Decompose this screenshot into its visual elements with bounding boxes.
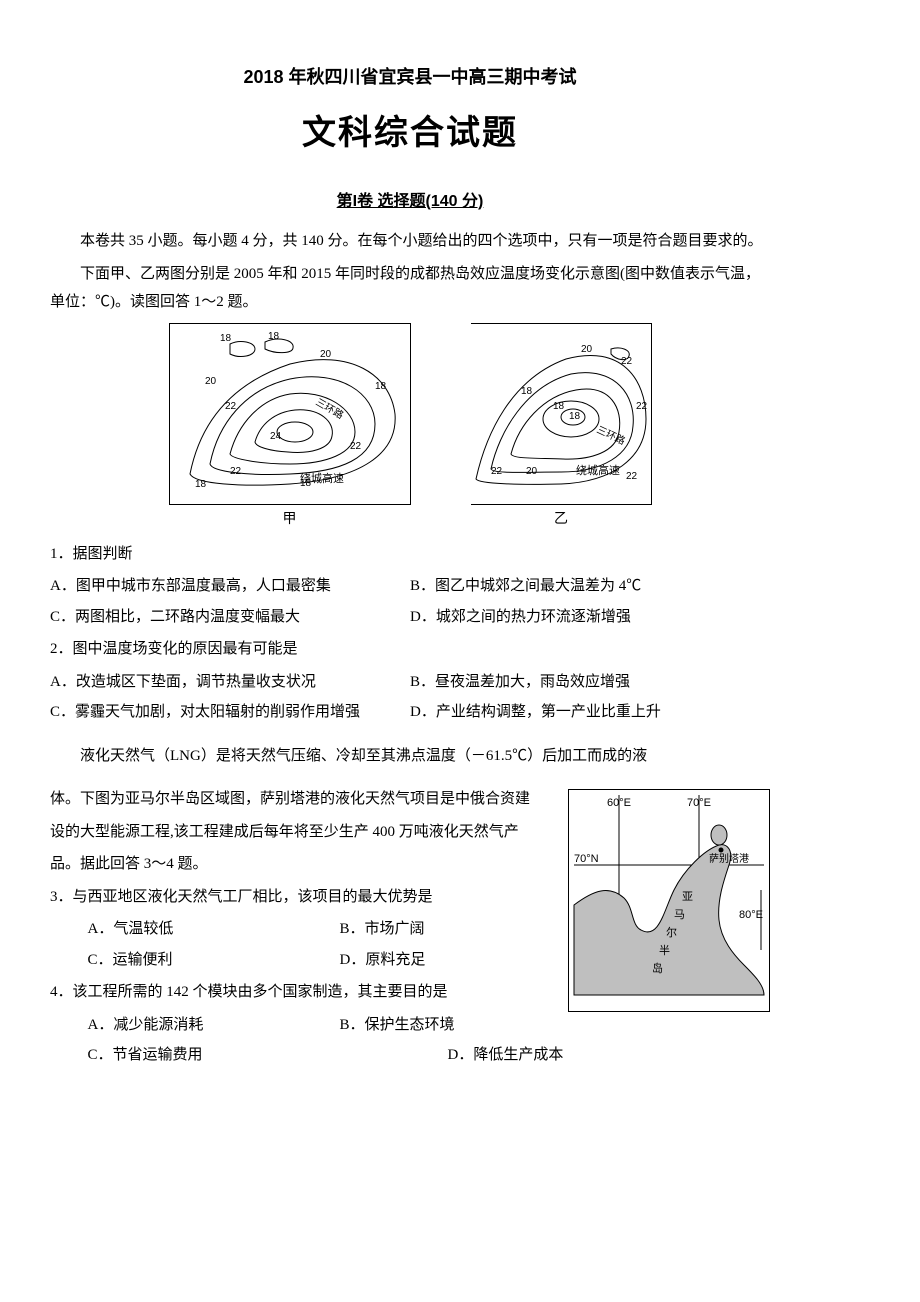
svg-text:22: 22	[225, 401, 237, 412]
svg-text:22: 22	[621, 356, 633, 367]
q4-opt-a: A．减少能源消耗	[50, 1011, 302, 1040]
svg-text:70°N: 70°N	[574, 853, 599, 865]
q2-row-cd: C．雾霾天气加剧，对太阳辐射的削弱作用增强 D．产业结构调整，第一产业比重上升	[50, 698, 770, 727]
figure-b: 2022 1818 18 22 2220 22 三环路 绕城高速 乙	[471, 323, 652, 534]
svg-text:20: 20	[526, 466, 538, 477]
svg-text:80°E: 80°E	[739, 909, 763, 921]
svg-text:70°E: 70°E	[687, 797, 711, 809]
svg-text:18: 18	[521, 386, 533, 397]
q1-stem: 1．据图判断	[50, 540, 770, 569]
figure-row-1: 1818 2020 18 2222 24 2218 18 三环路 绕城高速 甲	[50, 323, 770, 534]
map-figure: 60°E 70°E 80°E 70°N 萨别塔港 亚 马 尔 半 岛	[568, 789, 770, 1012]
q3-row-ab: A．气温较低 B．市场广阔	[50, 915, 554, 944]
section-heading: 第I卷 选择题(140 分)	[50, 187, 770, 217]
svg-text:萨别塔港: 萨别塔港	[709, 852, 749, 865]
figure-a-box: 1818 2020 18 2222 24 2218 18 三环路 绕城高速	[169, 323, 411, 506]
q1-row-ab: A．图甲中城市东部温度最高，人口最密集 B．图乙中城郊之间最大温差为 4℃	[50, 572, 770, 601]
svg-text:22: 22	[626, 471, 638, 482]
yamal-map-icon: 60°E 70°E 80°E 70°N 萨别塔港 亚 马 尔 半 岛	[569, 790, 769, 1000]
q4-opt-d: D．降低生产成本	[410, 1041, 770, 1070]
q3-opt-b: B．市场广阔	[302, 915, 554, 944]
contour-map-b-icon: 2022 1818 18 22 2220 22 三环路 绕城高速	[471, 324, 651, 494]
q2-opt-d: D．产业结构调整，第一产业比重上升	[410, 698, 770, 727]
svg-text:18: 18	[268, 331, 280, 342]
svg-text:马: 马	[674, 908, 685, 921]
svg-text:20: 20	[320, 349, 332, 360]
svg-text:尔: 尔	[666, 926, 677, 939]
q1-row-cd: C．两图相比，二环路内温度变幅最大 D．城郊之间的热力环流逐渐增强	[50, 603, 770, 632]
svg-text:亚: 亚	[682, 891, 693, 903]
figure-b-caption: 乙	[471, 507, 652, 534]
passage-2-lead: 液化天然气（LNG）是将天然气压缩、冷却至其沸点温度（－61.5℃）后加工而成的…	[50, 742, 770, 771]
q2-opt-c: C．雾霾天气加剧，对太阳辐射的削弱作用增强	[50, 698, 410, 727]
svg-text:24: 24	[270, 431, 282, 442]
q3-opt-c: C．运输便利	[50, 946, 302, 975]
q1-opt-c: C．两图相比，二环路内温度变幅最大	[50, 603, 410, 632]
svg-text:18: 18	[553, 401, 565, 412]
svg-text:22: 22	[491, 466, 503, 477]
svg-text:绕城高速: 绕城高速	[576, 463, 620, 477]
q4-opt-c: C．节省运输费用	[50, 1041, 410, 1070]
figure-a: 1818 2020 18 2222 24 2218 18 三环路 绕城高速 甲	[169, 323, 411, 534]
q3-opt-a: A．气温较低	[50, 915, 302, 944]
svg-text:半: 半	[659, 943, 670, 957]
svg-text:岛: 岛	[652, 961, 663, 975]
q4-opt-b: B．保护生态环境	[302, 1011, 554, 1040]
q1-opt-d: D．城郊之间的热力环流逐渐增强	[410, 603, 770, 632]
q4-row-ab: A．减少能源消耗 B．保护生态环境	[50, 1011, 554, 1040]
svg-text:20: 20	[205, 376, 217, 387]
subtitle: 2018 年秋四川省宜宾县一中高三期中考试	[50, 60, 770, 94]
figure-b-box: 2022 1818 18 22 2220 22 三环路 绕城高速	[471, 323, 652, 506]
svg-text:60°E: 60°E	[607, 797, 631, 809]
svg-text:22: 22	[636, 401, 648, 412]
svg-text:22: 22	[230, 466, 242, 477]
q2-opt-b: B．昼夜温差加大，雨岛效应增强	[410, 668, 770, 697]
svg-text:18: 18	[220, 333, 232, 344]
contour-map-a-icon: 1818 2020 18 2222 24 2218 18 三环路 绕城高速	[170, 324, 410, 494]
q3-row-cd: C．运输便利 D．原料充足	[50, 946, 554, 975]
figure-a-caption: 甲	[169, 507, 411, 534]
svg-text:18: 18	[195, 479, 207, 490]
q3-opt-d: D．原料充足	[302, 946, 554, 975]
passage-2-block: 60°E 70°E 80°E 70°N 萨别塔港 亚 马 尔 半 岛 体。下图为…	[50, 785, 770, 1072]
page-title: 文科综合试题	[50, 102, 770, 167]
q1-opt-a: A．图甲中城市东部温度最高，人口最密集	[50, 572, 410, 601]
q4-row-cd: C．节省运输费用 D．降低生产成本	[50, 1041, 770, 1070]
svg-text:绕城高速: 绕城高速	[300, 471, 344, 485]
q2-opt-a: A．改造城区下垫面，调节热量收支状况	[50, 668, 410, 697]
q1-opt-b: B．图乙中城郊之间最大温差为 4℃	[410, 572, 770, 601]
q2-stem: 2．图中温度场变化的原因最有可能是	[50, 635, 770, 664]
svg-text:18: 18	[375, 381, 387, 392]
svg-text:22: 22	[350, 441, 362, 452]
q2-row-ab: A．改造城区下垫面，调节热量收支状况 B．昼夜温差加大，雨岛效应增强	[50, 668, 770, 697]
svg-text:20: 20	[581, 344, 593, 355]
passage-1-text: 下面甲、乙两图分别是 2005 年和 2015 年同时段的成都热岛效应温度场变化…	[50, 260, 770, 317]
svg-text:18: 18	[569, 411, 581, 422]
exam-intro: 本卷共 35 小题。每小题 4 分，共 140 分。在每个小题给出的四个选项中，…	[50, 227, 770, 256]
